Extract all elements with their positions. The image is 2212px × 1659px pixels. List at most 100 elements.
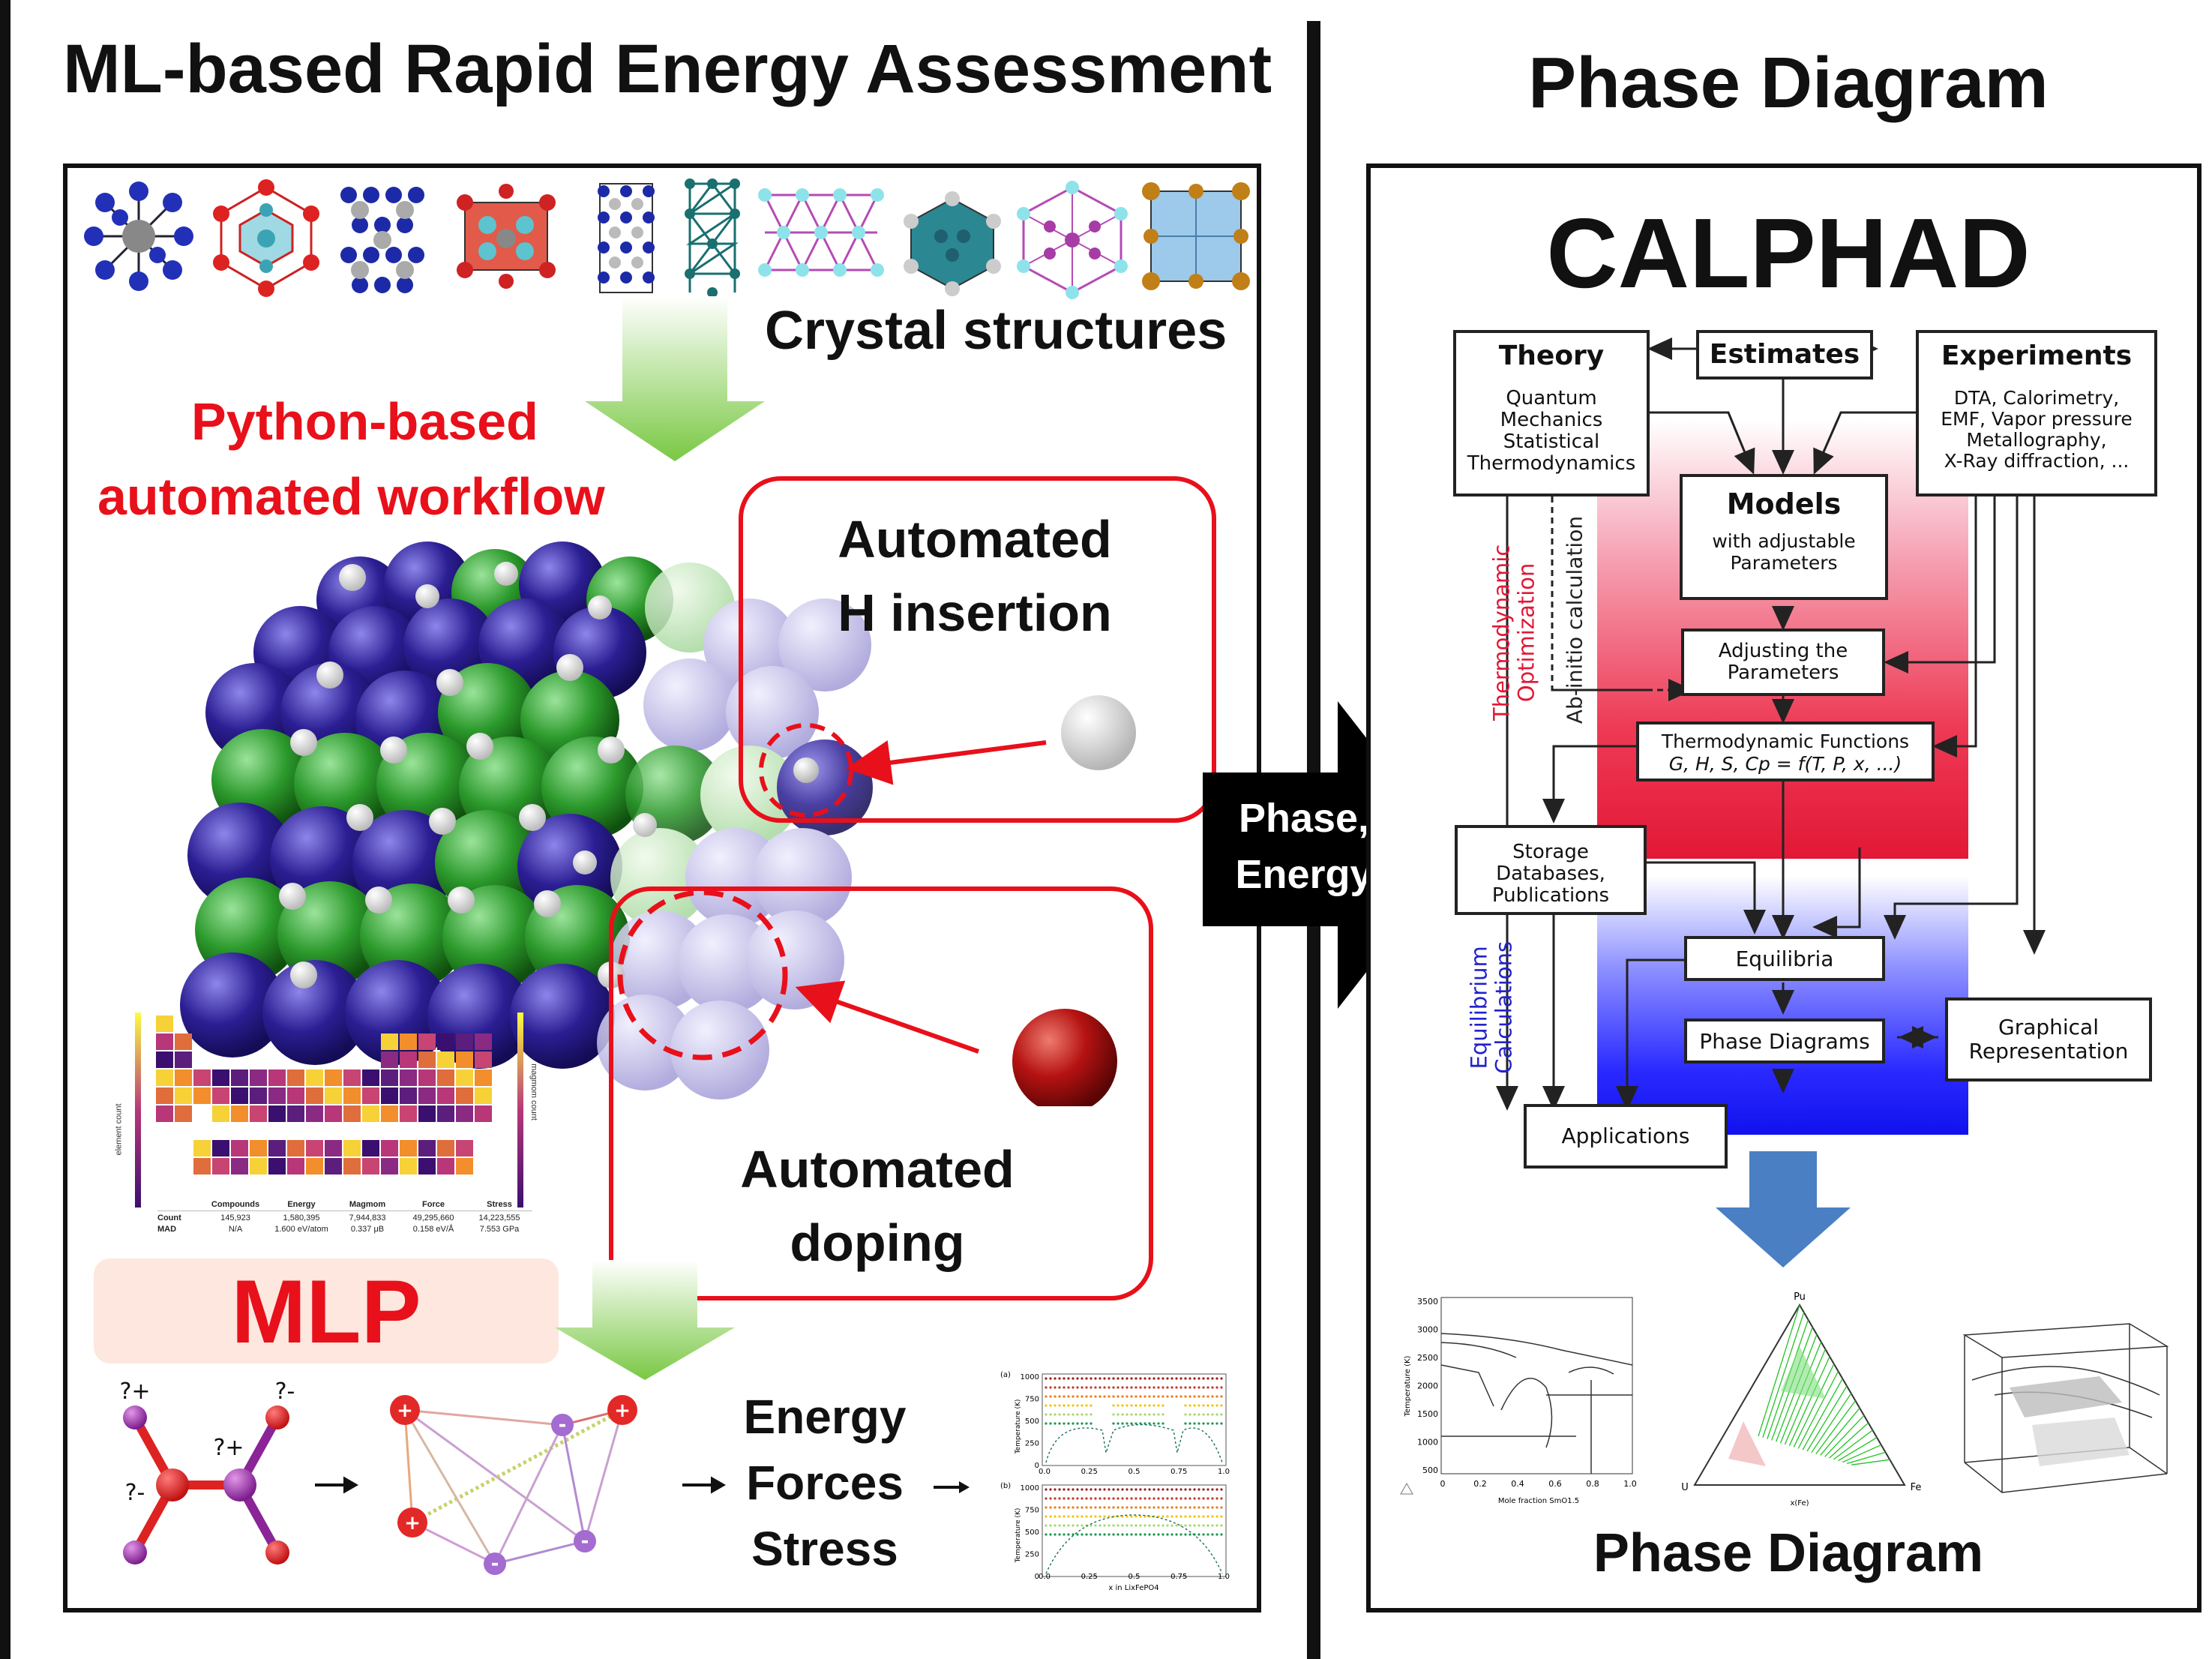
mini-dot — [1116, 1377, 1119, 1380]
equilibria-box: Equilibria — [1684, 936, 1885, 981]
periodic-cell — [418, 1070, 436, 1086]
stats-cell: 1,580,395 — [283, 1214, 320, 1222]
periodic-cell — [175, 1106, 192, 1122]
mini-dot — [1063, 1377, 1066, 1380]
mini-dot — [1202, 1413, 1205, 1416]
mini-dot — [1112, 1395, 1115, 1398]
mini-dot — [1116, 1386, 1119, 1389]
mini-dot — [1099, 1533, 1102, 1536]
mini-dot — [1220, 1377, 1223, 1380]
mini-dot — [1179, 1506, 1182, 1509]
experiments-line: Metallography, — [1966, 429, 2107, 451]
periodic-cell — [475, 1034, 492, 1050]
periodic-cell — [437, 1088, 454, 1104]
mini-dot — [1054, 1488, 1057, 1491]
periodic-cell — [456, 1140, 473, 1156]
mini-dot — [1134, 1524, 1137, 1527]
mini-dot — [1184, 1506, 1187, 1509]
mini-dot — [1193, 1395, 1196, 1398]
mini-dot — [1121, 1524, 1124, 1527]
thermo-functions-line1: Thermodynamic Functions — [1661, 730, 1910, 752]
periodic-cell — [175, 1052, 192, 1068]
mini-dot — [1184, 1413, 1187, 1416]
mini-dot — [1130, 1524, 1133, 1527]
mini-dot — [1130, 1395, 1133, 1398]
periodic-cell — [306, 1106, 323, 1122]
mini-dot — [1072, 1413, 1075, 1416]
mini-dot — [1130, 1422, 1133, 1425]
mini-dot — [1049, 1488, 1052, 1491]
stats-header: Compounds — [211, 1200, 260, 1209]
mini-dot — [1148, 1413, 1151, 1416]
mini-dot — [1220, 1533, 1223, 1536]
mini-dot — [1206, 1404, 1209, 1407]
mini-dot — [1094, 1386, 1097, 1389]
mini-dot — [1094, 1488, 1097, 1491]
periodic-cell — [362, 1106, 379, 1122]
periodic-cell — [418, 1140, 436, 1156]
mini-dot — [1125, 1506, 1128, 1509]
mini-dot — [1193, 1497, 1196, 1500]
mini-dot — [1125, 1422, 1128, 1425]
stats-cell: 7.553 GPa — [479, 1225, 520, 1234]
mini-dot — [1058, 1488, 1061, 1491]
periodic-cell — [325, 1106, 342, 1122]
mini-dot — [1152, 1413, 1155, 1416]
mini-dot — [1072, 1422, 1075, 1425]
mini-dot — [1220, 1395, 1223, 1398]
mini-dot — [1215, 1422, 1218, 1425]
mini-dot — [1166, 1506, 1169, 1509]
models-line: with adjustable — [1712, 530, 1856, 552]
pd1-xtick: 0.8 — [1586, 1479, 1599, 1489]
doping-marker — [617, 890, 1117, 1106]
periodic-cell — [175, 1070, 192, 1086]
mini-xtick: 0.0 — [1039, 1573, 1051, 1581]
mini-dot — [1099, 1506, 1102, 1509]
mini-dot — [1067, 1404, 1070, 1407]
storage-box: Storage Databases, Publications — [1455, 825, 1647, 915]
mini-dot — [1148, 1506, 1151, 1509]
mini-ytick: 500 — [1025, 1418, 1039, 1426]
mini-dot — [1058, 1524, 1061, 1527]
mini-dot — [1211, 1377, 1214, 1380]
mini-dot — [1188, 1404, 1191, 1407]
mini-dot — [1063, 1506, 1066, 1509]
mini-dot — [1049, 1506, 1052, 1509]
mini-dot — [1054, 1413, 1057, 1416]
mini-dot — [1143, 1488, 1146, 1491]
periodic-cell — [175, 1088, 192, 1104]
periodic-cell — [400, 1052, 417, 1068]
mini-dot — [1116, 1422, 1119, 1425]
mini-dot — [1054, 1515, 1057, 1518]
periodic-cell — [381, 1106, 398, 1122]
mini-dot — [1112, 1533, 1115, 1536]
mini-dot — [1103, 1395, 1106, 1398]
graphical-box: Graphical Representation — [1945, 998, 2152, 1082]
mini-dot — [1099, 1395, 1102, 1398]
mini-dot — [1107, 1524, 1110, 1527]
mini-dot — [1197, 1524, 1200, 1527]
periodic-cell — [381, 1158, 398, 1174]
mini-xtick: 0.75 — [1170, 1573, 1187, 1581]
mini-dot — [1152, 1422, 1155, 1425]
mlp-label: MLP — [231, 1262, 421, 1362]
mini-dot — [1116, 1533, 1119, 1536]
mini-dot — [1085, 1413, 1088, 1416]
side-label-line: Optimization — [1514, 562, 1539, 703]
mini-dot — [1211, 1533, 1214, 1536]
mini-ylabel: Temperature (K) — [1015, 1508, 1022, 1564]
mini-dot — [1197, 1506, 1200, 1509]
mini-dot — [1054, 1395, 1057, 1398]
mini-dot — [1152, 1488, 1155, 1491]
mini-dot — [1103, 1377, 1106, 1380]
mini-dot — [1188, 1533, 1191, 1536]
mini-dot — [1063, 1395, 1066, 1398]
mini-ytick: 250 — [1025, 1440, 1039, 1448]
mini-dot — [1072, 1515, 1075, 1518]
adjusting-line: Parameters — [1727, 661, 1839, 684]
periodic-cell — [287, 1106, 304, 1122]
output-energy: Energy — [743, 1390, 907, 1444]
mini-dot — [1094, 1533, 1097, 1536]
ternary-tie-line — [1833, 1430, 1873, 1460]
periodic-cell — [231, 1106, 248, 1122]
